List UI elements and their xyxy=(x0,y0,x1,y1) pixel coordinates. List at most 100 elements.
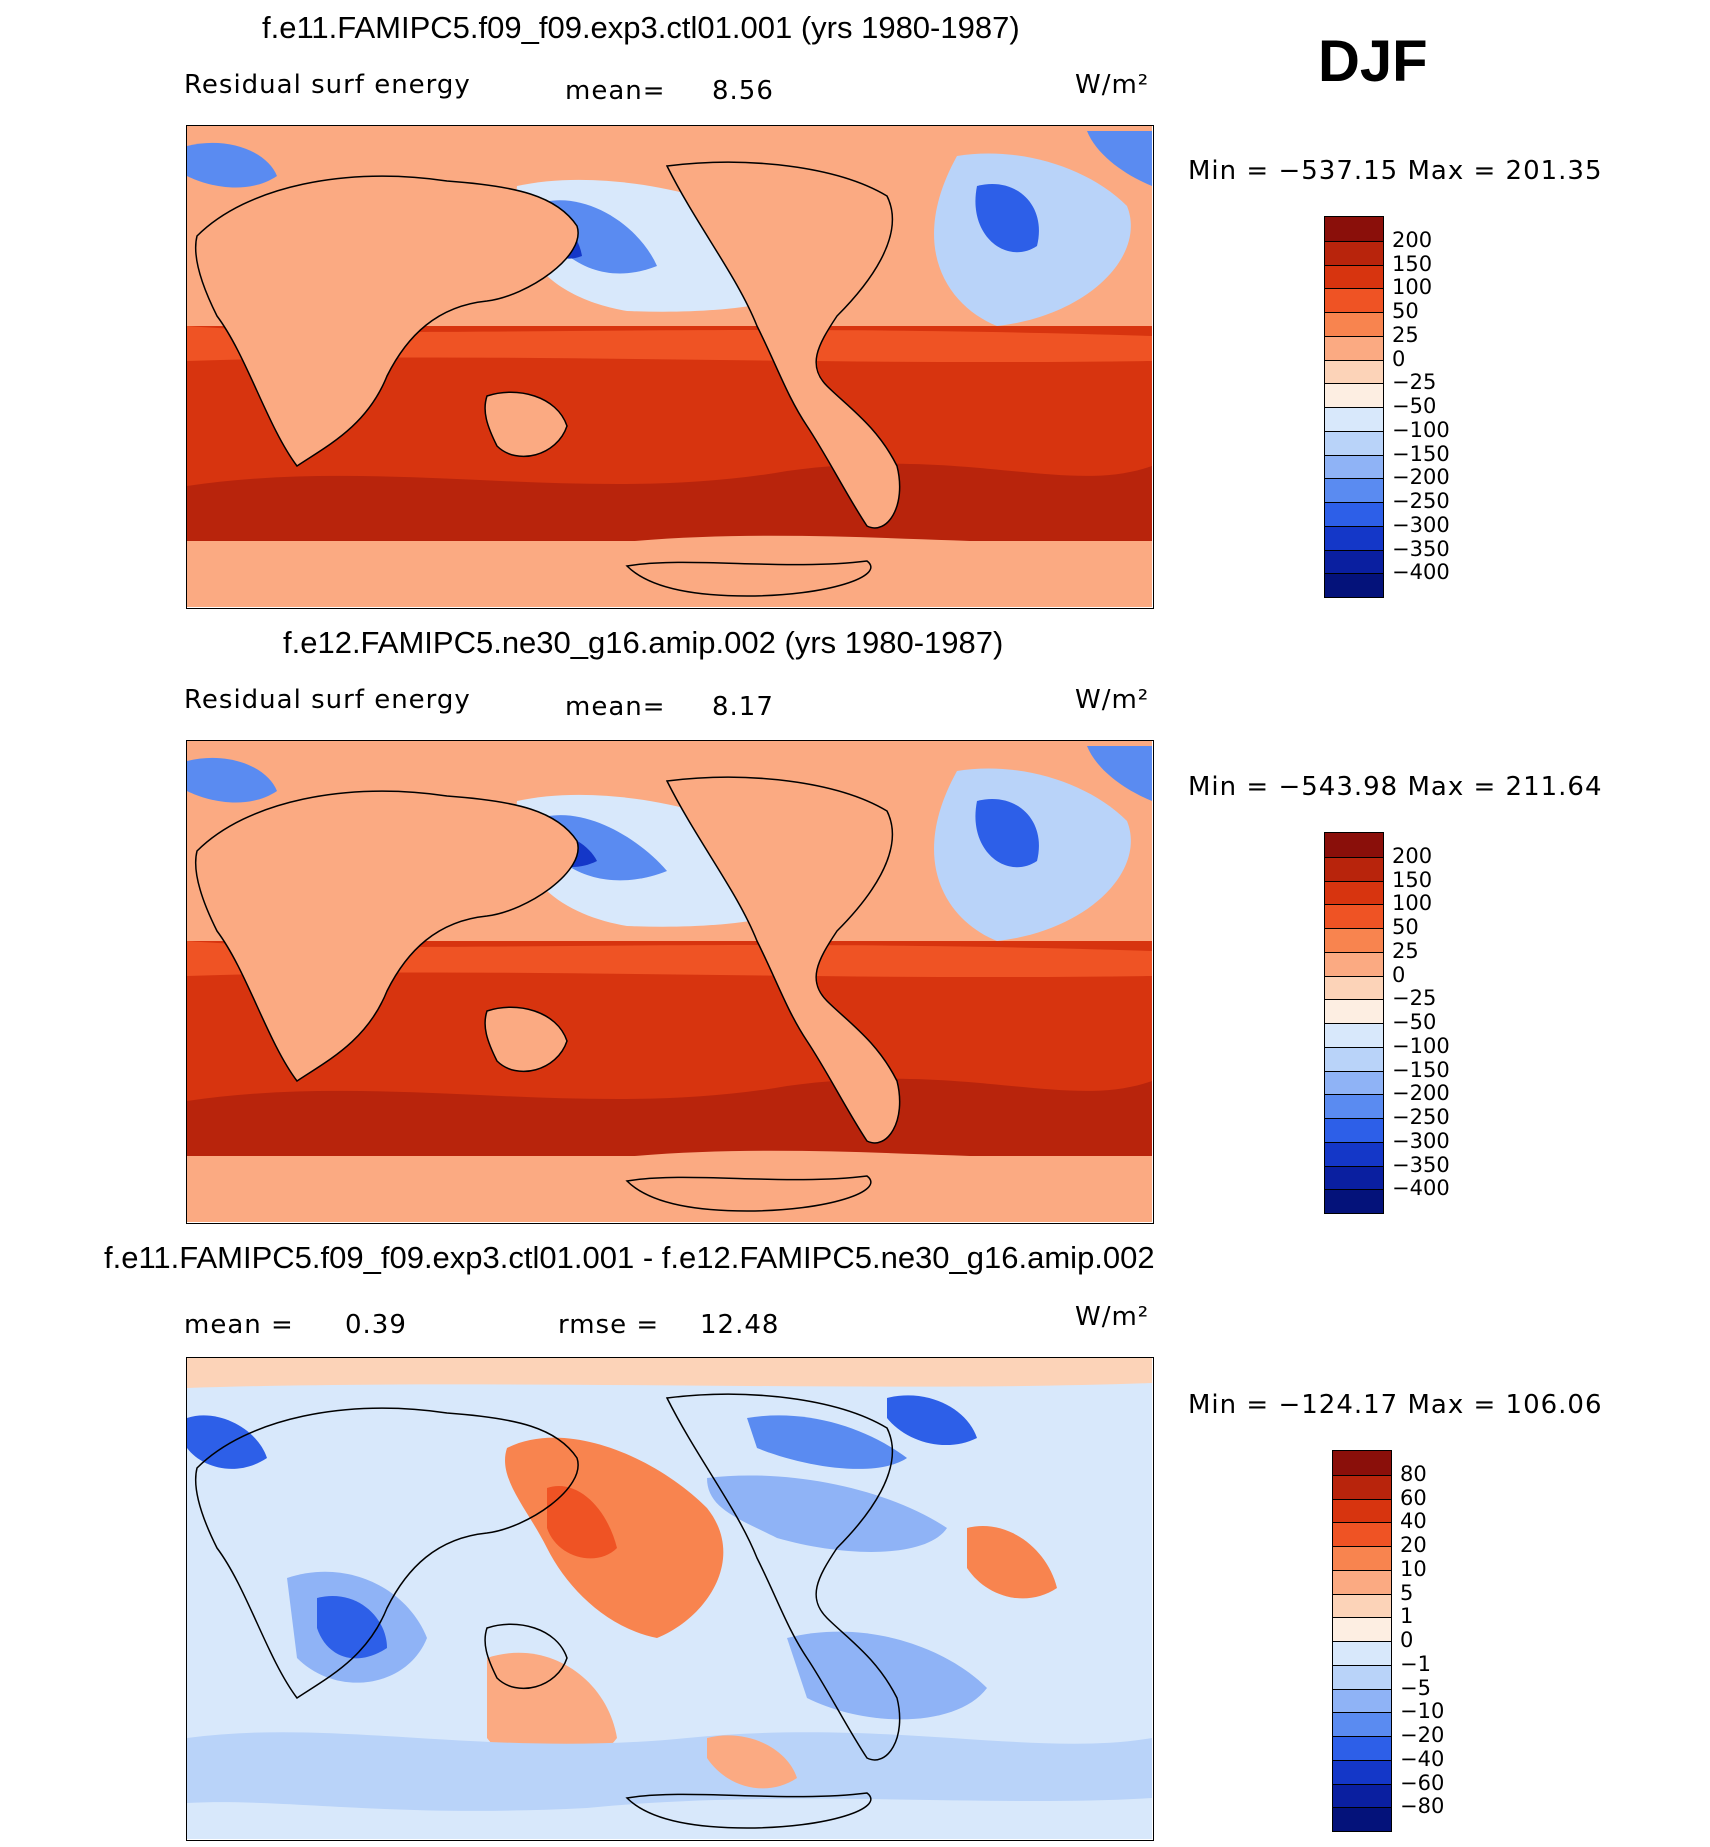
colorbar-tick-label: −50 xyxy=(1392,1010,1437,1034)
colorbar-swatch xyxy=(1333,1736,1391,1760)
panel2-units: W/m² xyxy=(1075,685,1150,715)
colorbar-swatch xyxy=(1325,999,1383,1023)
panel3-title: f.e11.FAMIPC5.f09_f09.exp3.ctl01.001 - f… xyxy=(104,1240,1155,1275)
colorbar-swatch xyxy=(1325,1070,1383,1095)
panel3-mean-label: mean = xyxy=(184,1310,294,1340)
colorbar-tick-label: 5 xyxy=(1400,1580,1414,1605)
colorbar-tick-label: −1 xyxy=(1400,1651,1431,1676)
colorbar-swatch xyxy=(1325,1189,1383,1213)
colorbar-tick-label: −5 xyxy=(1400,1675,1431,1700)
colorbar-tick-label: 0 xyxy=(1392,962,1406,987)
colorbar-swatch xyxy=(1333,1641,1391,1665)
colorbar-tick-label: −200 xyxy=(1392,1081,1450,1106)
colorbar-tick-label: 100 xyxy=(1392,275,1433,300)
panel2-mean-label: mean= xyxy=(565,692,666,722)
colorbar-tick-label: −100 xyxy=(1392,1033,1450,1058)
colorbar-tick-label: −250 xyxy=(1392,489,1450,513)
colorbar-tick-label: 200 xyxy=(1392,843,1433,868)
colorbar-swatch xyxy=(1325,833,1383,857)
colorbar-swatch xyxy=(1325,1023,1383,1047)
colorbar-swatch xyxy=(1325,1046,1383,1071)
colorbar-tick-label: −60 xyxy=(1400,1770,1445,1795)
colorbar-tick-label: −400 xyxy=(1392,560,1450,585)
colorbar-swatch xyxy=(1333,1759,1391,1784)
colorbar-swatch xyxy=(1325,573,1383,597)
colorbar-tick-label: −50 xyxy=(1392,394,1437,418)
colorbar-swatch xyxy=(1325,359,1383,384)
colorbar-swatch xyxy=(1333,1451,1391,1475)
colorbar-tick-label: −25 xyxy=(1392,986,1437,1011)
colorbar-swatch xyxy=(1325,264,1383,289)
panel2-title: f.e12.FAMIPC5.ne30_g16.amip.002 (yrs 198… xyxy=(283,625,1004,660)
colorbar-swatch xyxy=(1333,1593,1391,1618)
colorbar-swatch xyxy=(1333,1569,1391,1594)
panel1-variable-label: Residual surf energy xyxy=(184,70,471,100)
colorbar-tick-label: −20 xyxy=(1400,1723,1445,1747)
colorbar-tick-label: −400 xyxy=(1392,1176,1450,1201)
colorbar-swatch xyxy=(1333,1783,1391,1808)
colorbar-tick-label: 10 xyxy=(1400,1556,1427,1581)
colorbar-swatch xyxy=(1325,430,1383,455)
colorbar-tick-label: 40 xyxy=(1400,1509,1427,1534)
panel3-mean-value: 0.39 xyxy=(345,1310,407,1340)
colorbar-swatch xyxy=(1325,312,1383,336)
colorbar-tick-label: −40 xyxy=(1400,1746,1445,1771)
panel3-minmax: Min = −124.17 Max = 106.06 xyxy=(1188,1390,1603,1420)
panel3-map xyxy=(186,1357,1154,1841)
colorbar-tick-label: 0 xyxy=(1392,346,1406,371)
colorbar-swatch xyxy=(1325,904,1383,928)
colorbar-tick-label: 100 xyxy=(1392,891,1433,916)
colorbar-swatch xyxy=(1333,1546,1391,1570)
colorbar-swatch xyxy=(1325,217,1383,241)
colorbar-swatch xyxy=(1333,1474,1391,1499)
colorbar-swatch xyxy=(1333,1617,1391,1641)
season-label: DJF xyxy=(1318,29,1428,94)
panel2-map-field xyxy=(187,741,1152,1222)
panel1-units: W/m² xyxy=(1075,70,1150,100)
colorbar-tick-label: 25 xyxy=(1392,938,1419,963)
colorbar-swatch xyxy=(1325,880,1383,905)
colorbar-swatch xyxy=(1325,1094,1383,1118)
colorbar-tick-label: −250 xyxy=(1392,1105,1450,1129)
panel3-rmse-value: 12.48 xyxy=(700,1310,780,1340)
panel2-map xyxy=(186,740,1154,1224)
colorbar-swatch xyxy=(1325,478,1383,502)
colorbar-swatch xyxy=(1325,240,1383,265)
colorbar-tick-label: 200 xyxy=(1392,227,1433,252)
colorbar-tick-label: 80 xyxy=(1400,1461,1427,1486)
colorbar-tick-label: −150 xyxy=(1392,1057,1450,1082)
colorbar-swatch xyxy=(1333,1688,1391,1713)
colorbar-swatch xyxy=(1333,1664,1391,1689)
colorbar-swatch xyxy=(1325,1141,1383,1166)
colorbar-swatch xyxy=(1325,288,1383,312)
colorbar-tick-label: 150 xyxy=(1392,867,1433,892)
colorbar-swatch xyxy=(1325,975,1383,1000)
colorbar-swatch xyxy=(1333,1807,1391,1831)
colorbar-tick-label: 50 xyxy=(1392,915,1419,939)
panel3-rmse-label: rmse = xyxy=(558,1310,660,1340)
panel1-minmax: Min = −537.15 Max = 201.35 xyxy=(1188,156,1603,186)
panel1-title: f.e11.FAMIPC5.f09_f09.exp3.ctl01.001 (yr… xyxy=(262,10,1020,45)
colorbar-swatch xyxy=(1325,1118,1383,1142)
colorbar-swatch xyxy=(1325,383,1383,407)
panel1-colorbar xyxy=(1324,216,1384,598)
colorbar-tick-label: −25 xyxy=(1392,370,1437,395)
colorbar-tick-label: 60 xyxy=(1400,1485,1427,1510)
colorbar-tick-label: −300 xyxy=(1392,1128,1450,1153)
colorbar-tick-label: 0 xyxy=(1400,1628,1414,1652)
panel2-variable-label: Residual surf energy xyxy=(184,685,471,715)
colorbar-swatch xyxy=(1325,951,1383,976)
panel1-mean-value: 8.56 xyxy=(712,76,774,106)
colorbar-tick-label: −10 xyxy=(1400,1699,1445,1724)
panel1-map-field xyxy=(187,126,1152,607)
colorbar-tick-label: 1 xyxy=(1400,1604,1414,1629)
colorbar-swatch xyxy=(1325,502,1383,526)
colorbar-swatch xyxy=(1325,549,1383,574)
colorbar-swatch xyxy=(1333,1498,1391,1523)
colorbar-tick-label: 150 xyxy=(1392,251,1433,276)
colorbar-tick-label: 25 xyxy=(1392,322,1419,347)
colorbar-swatch xyxy=(1325,454,1383,479)
colorbar-tick-label: −350 xyxy=(1392,1152,1450,1177)
colorbar-tick-label: 20 xyxy=(1400,1533,1427,1557)
panel1-mean-label: mean= xyxy=(565,76,666,106)
